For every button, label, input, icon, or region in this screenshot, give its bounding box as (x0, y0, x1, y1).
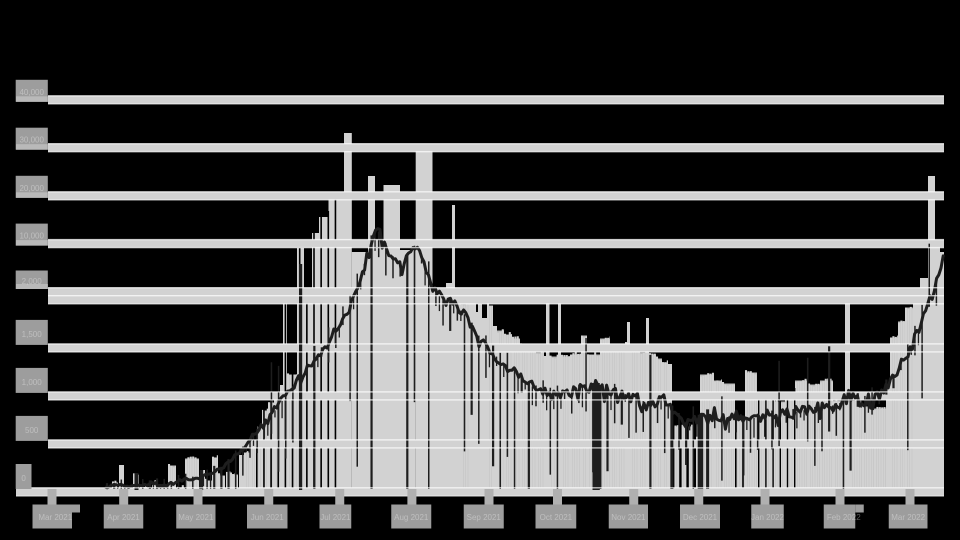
svg-text:Mar 2022: Mar 2022 (891, 513, 925, 522)
svg-text:30,000: 30,000 (19, 136, 44, 145)
svg-text:1,000: 1,000 (22, 378, 43, 387)
svg-text:Jun 2021: Jun 2021 (251, 513, 284, 522)
svg-text:May 2021: May 2021 (178, 513, 214, 522)
svg-text:Sep 2021: Sep 2021 (467, 513, 502, 522)
svg-text:Jul 2021: Jul 2021 (320, 513, 351, 522)
svg-text:Feb 2022: Feb 2022 (827, 513, 861, 522)
svg-text:Mar 2021: Mar 2021 (38, 513, 72, 522)
svg-text:Jan 2022: Jan 2022 (751, 513, 784, 522)
svg-text:Oct 2021: Oct 2021 (540, 513, 573, 522)
svg-text:10,000: 10,000 (19, 232, 44, 241)
svg-text:Nov 2021: Nov 2021 (611, 513, 646, 522)
svg-text:Apr 2021: Apr 2021 (107, 513, 140, 522)
svg-text:500: 500 (25, 426, 39, 435)
svg-text:20,000: 20,000 (19, 184, 44, 193)
svg-text:Dec 2021: Dec 2021 (683, 513, 718, 522)
svg-text:0: 0 (21, 474, 26, 483)
svg-text:2,000: 2,000 (22, 277, 43, 286)
svg-text:1,500: 1,500 (22, 330, 43, 339)
svg-text:Aug 2021: Aug 2021 (394, 513, 429, 522)
svg-text:40,000: 40,000 (19, 88, 44, 97)
